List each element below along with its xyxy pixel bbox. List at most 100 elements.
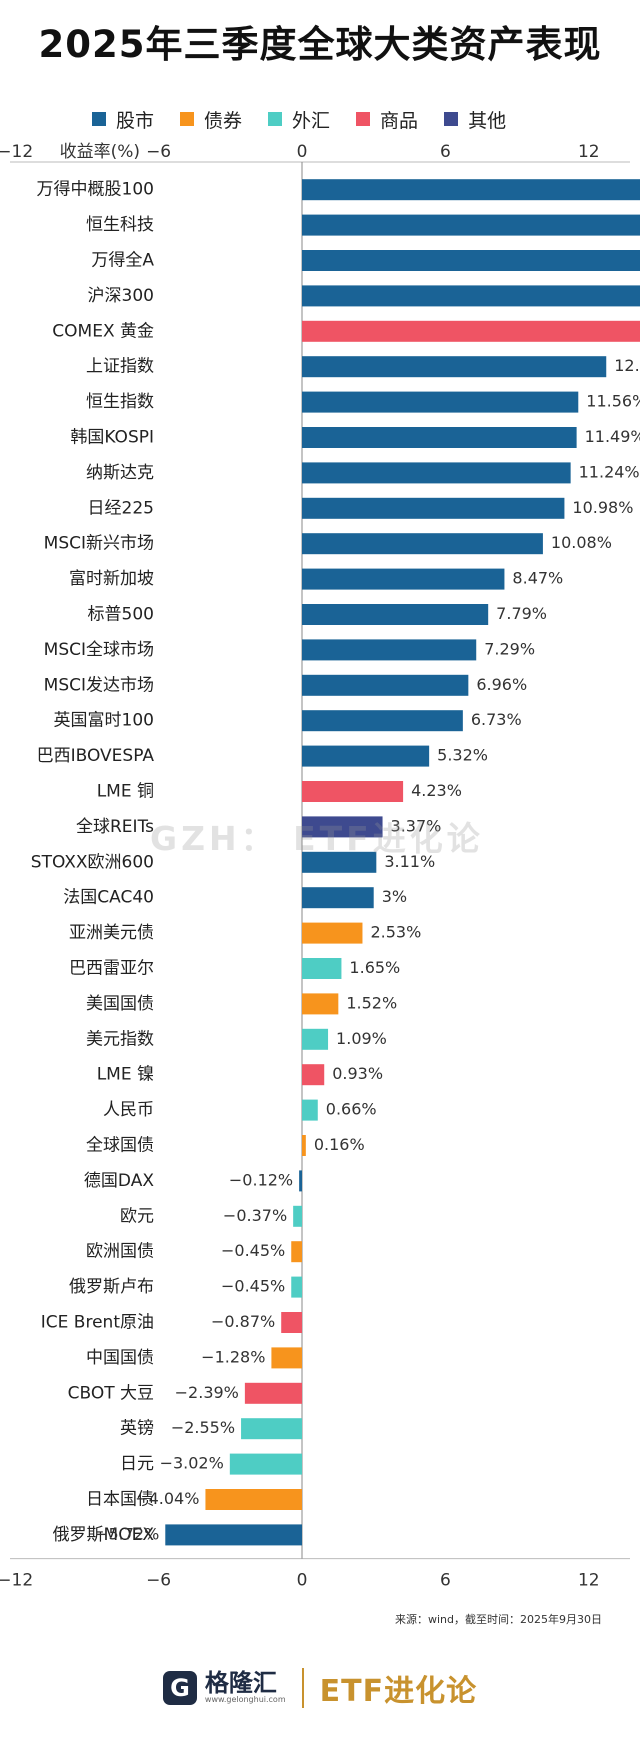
- category-label: 人民币: [103, 1100, 154, 1120]
- bar: [302, 1135, 306, 1156]
- category-label: CBOT 大豆: [68, 1383, 154, 1403]
- category-label: LME 镍: [97, 1065, 154, 1085]
- value-label: 2.53%: [370, 923, 421, 942]
- top-tick-label: 12: [578, 142, 600, 162]
- legend-item-others: 其他: [444, 106, 506, 133]
- value-label: −2.39%: [175, 1383, 239, 1402]
- bottom-tick-label: 12: [578, 1571, 600, 1591]
- bar: [302, 427, 577, 448]
- legend: 股市 债券 外汇 商品 其他: [92, 104, 506, 134]
- legend-swatch-stocks: [92, 112, 106, 126]
- bottom-tick-label: 6: [440, 1571, 451, 1591]
- category-label: 巴西IBOVESPA: [37, 746, 155, 766]
- bar: [302, 851, 377, 873]
- bar: [291, 1276, 302, 1298]
- bar: [302, 993, 339, 1015]
- legend-item-stocks: 股市: [92, 106, 154, 133]
- category-label: 全球REITs: [76, 817, 154, 837]
- value-label: 4.23%: [411, 781, 462, 800]
- legend-swatch-others: [444, 112, 459, 126]
- value-label: 11.24%: [579, 462, 640, 481]
- bar: [302, 604, 489, 625]
- value-label: 12.73%: [614, 356, 640, 375]
- category-label: 日元: [120, 1454, 154, 1474]
- source-note: 来源：wind，截至时间：2025年9月30日: [395, 1613, 602, 1626]
- bar: [302, 1099, 318, 1121]
- logo-name: 格隆汇: [204, 1669, 277, 1698]
- value-label: 5.32%: [437, 746, 488, 765]
- bar: [302, 745, 430, 767]
- value-label: 11.49%: [585, 427, 640, 446]
- category-label: 纳斯达克: [86, 463, 154, 483]
- value-label: 3.11%: [384, 852, 435, 871]
- bar: [302, 922, 363, 944]
- category-label: MSCI全球市场: [44, 640, 154, 660]
- value-label: −0.37%: [223, 1206, 287, 1225]
- category-label: 美国国债: [86, 994, 154, 1014]
- value-label: −0.12%: [229, 1170, 293, 1189]
- bottom-tick-label: −12: [0, 1571, 33, 1591]
- bar: [302, 179, 640, 201]
- bar: [302, 320, 640, 342]
- bar: [302, 285, 640, 307]
- bar: [302, 533, 543, 555]
- category-label: COMEX 黄金: [52, 321, 154, 341]
- legend-label-stocks: 股市: [116, 109, 155, 132]
- category-label: ICE Brent原油: [41, 1313, 154, 1333]
- category-label: 恒生指数: [86, 392, 154, 412]
- top-tick-label: 0: [297, 142, 308, 162]
- bar: [302, 568, 505, 590]
- bar: [302, 958, 342, 979]
- legend-item-fx: 外汇: [268, 106, 330, 133]
- value-label: 6.73%: [471, 710, 522, 729]
- legend-label-others: 其他: [468, 109, 507, 132]
- bar-chart: 收益率(%)−12−606121824−12−606121824万得中概股100…: [0, 142, 640, 1591]
- value-label: 7.29%: [484, 639, 535, 658]
- value-label: 6.96%: [476, 675, 527, 694]
- category-label: 俄罗斯卢布: [69, 1277, 154, 1297]
- category-label: 巴西雷亚尔: [69, 959, 154, 979]
- bar: [302, 1064, 325, 1086]
- value-label: 8.47%: [512, 569, 563, 588]
- legend-swatch-fx: [268, 112, 283, 126]
- legend-label-bonds: 债券: [204, 109, 243, 132]
- value-label: 11.56%: [586, 392, 640, 411]
- category-label: 万得中概股100: [37, 180, 154, 200]
- legend-label-commodities: 商品: [380, 109, 419, 132]
- bar: [165, 1524, 302, 1546]
- bar: [241, 1418, 302, 1440]
- footer: G 格隆汇 www.gelonghui.com ETF进化论: [0, 1658, 640, 1718]
- category-label: LME 铜: [97, 782, 154, 802]
- category-label: 法国CAC40: [63, 888, 154, 908]
- category-label: 德国DAX: [84, 1171, 154, 1191]
- bar: [302, 710, 463, 732]
- legend-item-commodities: 商品: [356, 106, 418, 133]
- bar: [293, 1205, 302, 1227]
- footer-brand: ETF进化论: [319, 1674, 478, 1709]
- chart-title: 2025年三季度全球大类资产表现: [38, 23, 602, 66]
- legend-label-fx: 外汇: [292, 109, 331, 132]
- logo-text: 格隆汇 www.gelonghui.com: [205, 1671, 286, 1705]
- bar: [302, 250, 640, 271]
- category-label: 韩国KOSPI: [70, 428, 154, 448]
- value-label: 10.98%: [572, 498, 633, 517]
- bar: [302, 497, 565, 519]
- category-label: 英镑: [120, 1419, 154, 1439]
- axis-label: 收益率(%): [60, 142, 140, 162]
- bottom-tick-label: −6: [146, 1571, 171, 1591]
- bar: [291, 1241, 302, 1263]
- logo-url: www.gelonghui.com: [204, 1695, 286, 1705]
- legend-item-bonds: 债券: [180, 106, 242, 133]
- category-label: 美元指数: [86, 1029, 154, 1049]
- category-label: 俄罗斯MOEX: [53, 1525, 155, 1545]
- bar: [302, 674, 469, 696]
- top-tick-label: −12: [0, 142, 33, 162]
- value-label: 3%: [382, 887, 407, 906]
- bottom-tick-label: 0: [297, 1571, 308, 1591]
- category-label: 万得全A: [91, 251, 154, 271]
- footer-divider: [301, 1668, 304, 1708]
- bar: [302, 214, 640, 236]
- category-label: 中国国债: [86, 1348, 154, 1368]
- value-label: 7.79%: [496, 604, 547, 623]
- bar: [302, 462, 571, 484]
